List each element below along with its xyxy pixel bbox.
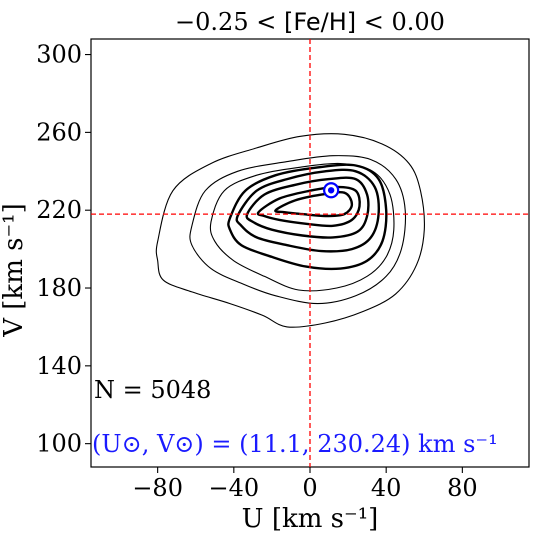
y-axis-ticks: 100 140 180 220 260 300 [36,41,91,458]
x-tick-label: 0 [302,474,317,502]
contour-lines [155,133,425,328]
contour-level-5 [235,168,380,253]
y-tick-label: 300 [36,41,82,69]
contour-level-3 [209,162,395,292]
title-feh-label: [Fe/H] [284,8,356,36]
reference-lines [91,39,529,467]
contour-level-2 [189,155,407,305]
x-tick-label: 80 [447,474,478,502]
y-tick-label: 100 [36,430,82,458]
solar-velocity-annotation: (U⊙, V⊙) = (11.1, 230.24) km s⁻¹ [92,430,498,458]
x-tick-label: 40 [371,474,402,502]
contour-level-6 [245,176,370,239]
sun-marker [323,182,340,199]
y-axis-label: V [km s⁻¹] [0,203,29,338]
y-tick-label: 180 [36,274,82,302]
y-tick-label: 140 [36,352,82,380]
x-tick-label: −80 [132,474,183,502]
title-upper-bound: < 0.00 [364,8,445,36]
x-axis-ticks: −80 −40 0 40 80 [132,467,478,502]
y-tick-label: 220 [36,196,82,224]
x-axis-label: U [km s⁻¹] [242,504,379,534]
x-tick-label: −40 [208,474,259,502]
contour-level-1 [155,133,425,328]
chart-title: −0.25 < [Fe/H] < 0.00 [175,8,445,36]
contour-level-8 [274,190,354,218]
title-lower-bound: −0.25 < [175,8,276,36]
sample-size-annotation: N = 5048 [94,376,211,404]
sun-marker-dot [327,187,335,194]
y-tick-label: 260 [36,118,82,146]
contour-level-4 [227,163,388,271]
